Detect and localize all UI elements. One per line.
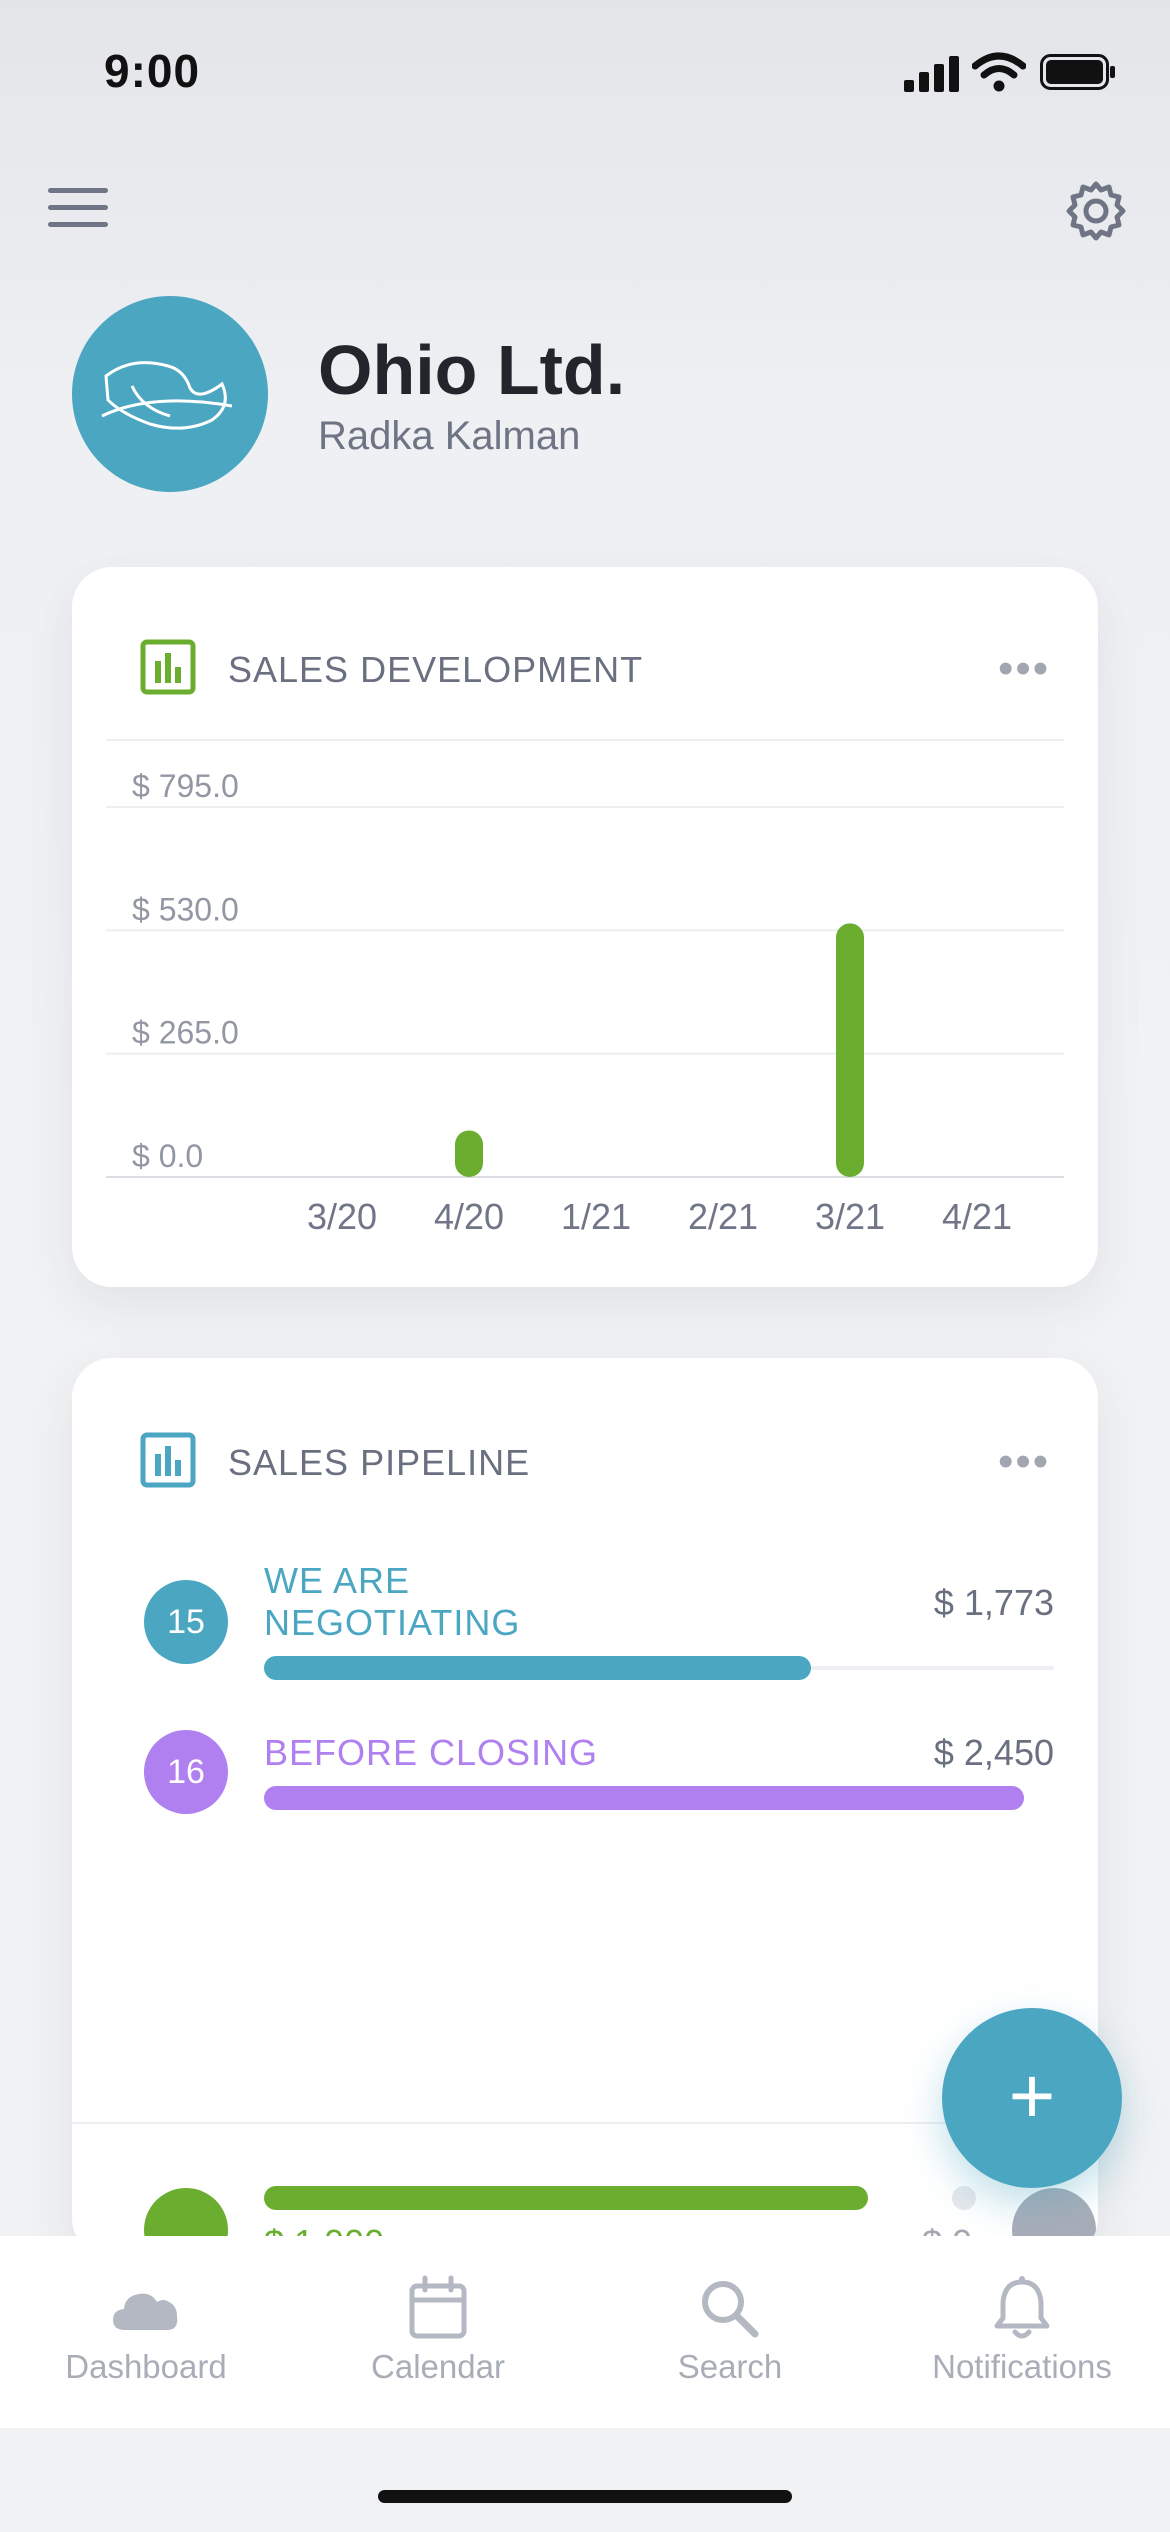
hamburger-icon [48,205,108,210]
stage-amount: $ 1,773 [933,1582,1054,1623]
hamburger-icon [48,222,108,227]
sales-pipeline-title: SALES PIPELINE [228,1442,531,1483]
hamburger-icon [48,188,108,193]
gear-icon[interactable] [1065,180,1127,242]
pipeline-stage-before-closing[interactable]: 16 BEFORE CLOSING $ 2,450 [144,1728,1054,1828]
stage-label: WE ARE NEGOTIATING [264,1560,520,1644]
menu-button[interactable] [48,188,108,232]
plus-icon: + [1008,2051,1056,2140]
x-tick-label: 4/21 [942,1196,1012,1237]
x-tick-label: 1/21 [561,1196,631,1237]
more-options-button[interactable]: ••• [998,1437,1051,1486]
company-logo [72,296,268,492]
stage-amount: $ 2,450 [933,1732,1054,1773]
tab-label: Dashboard [65,2348,227,2385]
stage-count-badge: 16 [144,1730,228,1814]
y-tick-label: $ 0.0 [132,1138,203,1174]
stage-progress-fill [264,1786,1024,1810]
x-tick-label: 4/20 [434,1196,504,1237]
sales-development-title: SALES DEVELOPMENT [228,649,644,690]
cloud-icon [113,2293,178,2330]
tab-search[interactable]: Search [584,2236,876,2428]
add-button[interactable]: + [942,2008,1122,2188]
tab-label: Notifications [932,2348,1112,2385]
bell-icon [994,2276,1050,2339]
search-icon [702,2281,759,2338]
y-tick-label: $ 530.0 [132,891,239,927]
stage-label: BEFORE CLOSING [264,1732,599,1773]
contact-name: Radka Kalman [318,414,581,458]
chart-bar[interactable] [455,1130,483,1177]
divider [72,2122,1098,2124]
more-options-button[interactable]: ••• [998,644,1051,693]
x-tick-label: 3/21 [815,1196,885,1237]
stage-label-line: NEGOTIATING [264,1602,521,1643]
sales-pipeline-card: SALES PIPELINE ••• 15 WE ARE NEGOTIATING… [72,1358,1098,2258]
wifi-icon [972,52,1026,92]
battery-icon [1040,54,1115,90]
tab-calendar[interactable]: Calendar [292,2236,584,2428]
x-tick-label: 3/20 [307,1196,377,1237]
tab-bar: Dashboard Calendar Search Notifications [0,2236,1170,2428]
status-time: 9:00 [104,45,201,97]
calendar-icon [409,2275,467,2339]
lost-progress-dot [952,2186,976,2210]
stage-label-line: WE ARE [264,1560,411,1601]
tab-label: Search [677,2348,783,2385]
sales-chart: $ 795.0 $ 530.0 $ 265.0 $ 0.0 3/20 4/20 1/21 2/… [106,768,1064,1237]
cellular-signal-icon [904,56,959,92]
tab-dashboard[interactable]: Dashboard [0,2236,292,2428]
logo-icon [101,361,233,430]
home-indicator [378,2490,792,2503]
company-name: Ohio Ltd. [318,331,626,409]
chart-bar[interactable] [836,923,864,1177]
stage-count-badge: 15 [144,1580,228,1664]
tab-notifications[interactable]: Notifications [876,2236,1168,2428]
sales-development-card: SALES DEVELOPMENT ••• $ 795.0 $ 530.0 $ 26… [72,567,1098,1287]
y-tick-label: $ 795.0 [132,768,239,804]
x-tick-label: 2/21 [688,1196,758,1237]
bar-chart-icon [140,639,196,695]
bar-chart-icon [140,1432,196,1488]
divider [106,739,1064,741]
y-tick-label: $ 265.0 [132,1015,239,1051]
won-progress-bar [264,2186,868,2210]
tab-label: Calendar [371,2348,505,2385]
pipeline-stage-negotiating[interactable]: 15 WE ARE NEGOTIATING $ 1,773 [144,1558,1054,1688]
stage-progress-fill [264,1656,811,1680]
